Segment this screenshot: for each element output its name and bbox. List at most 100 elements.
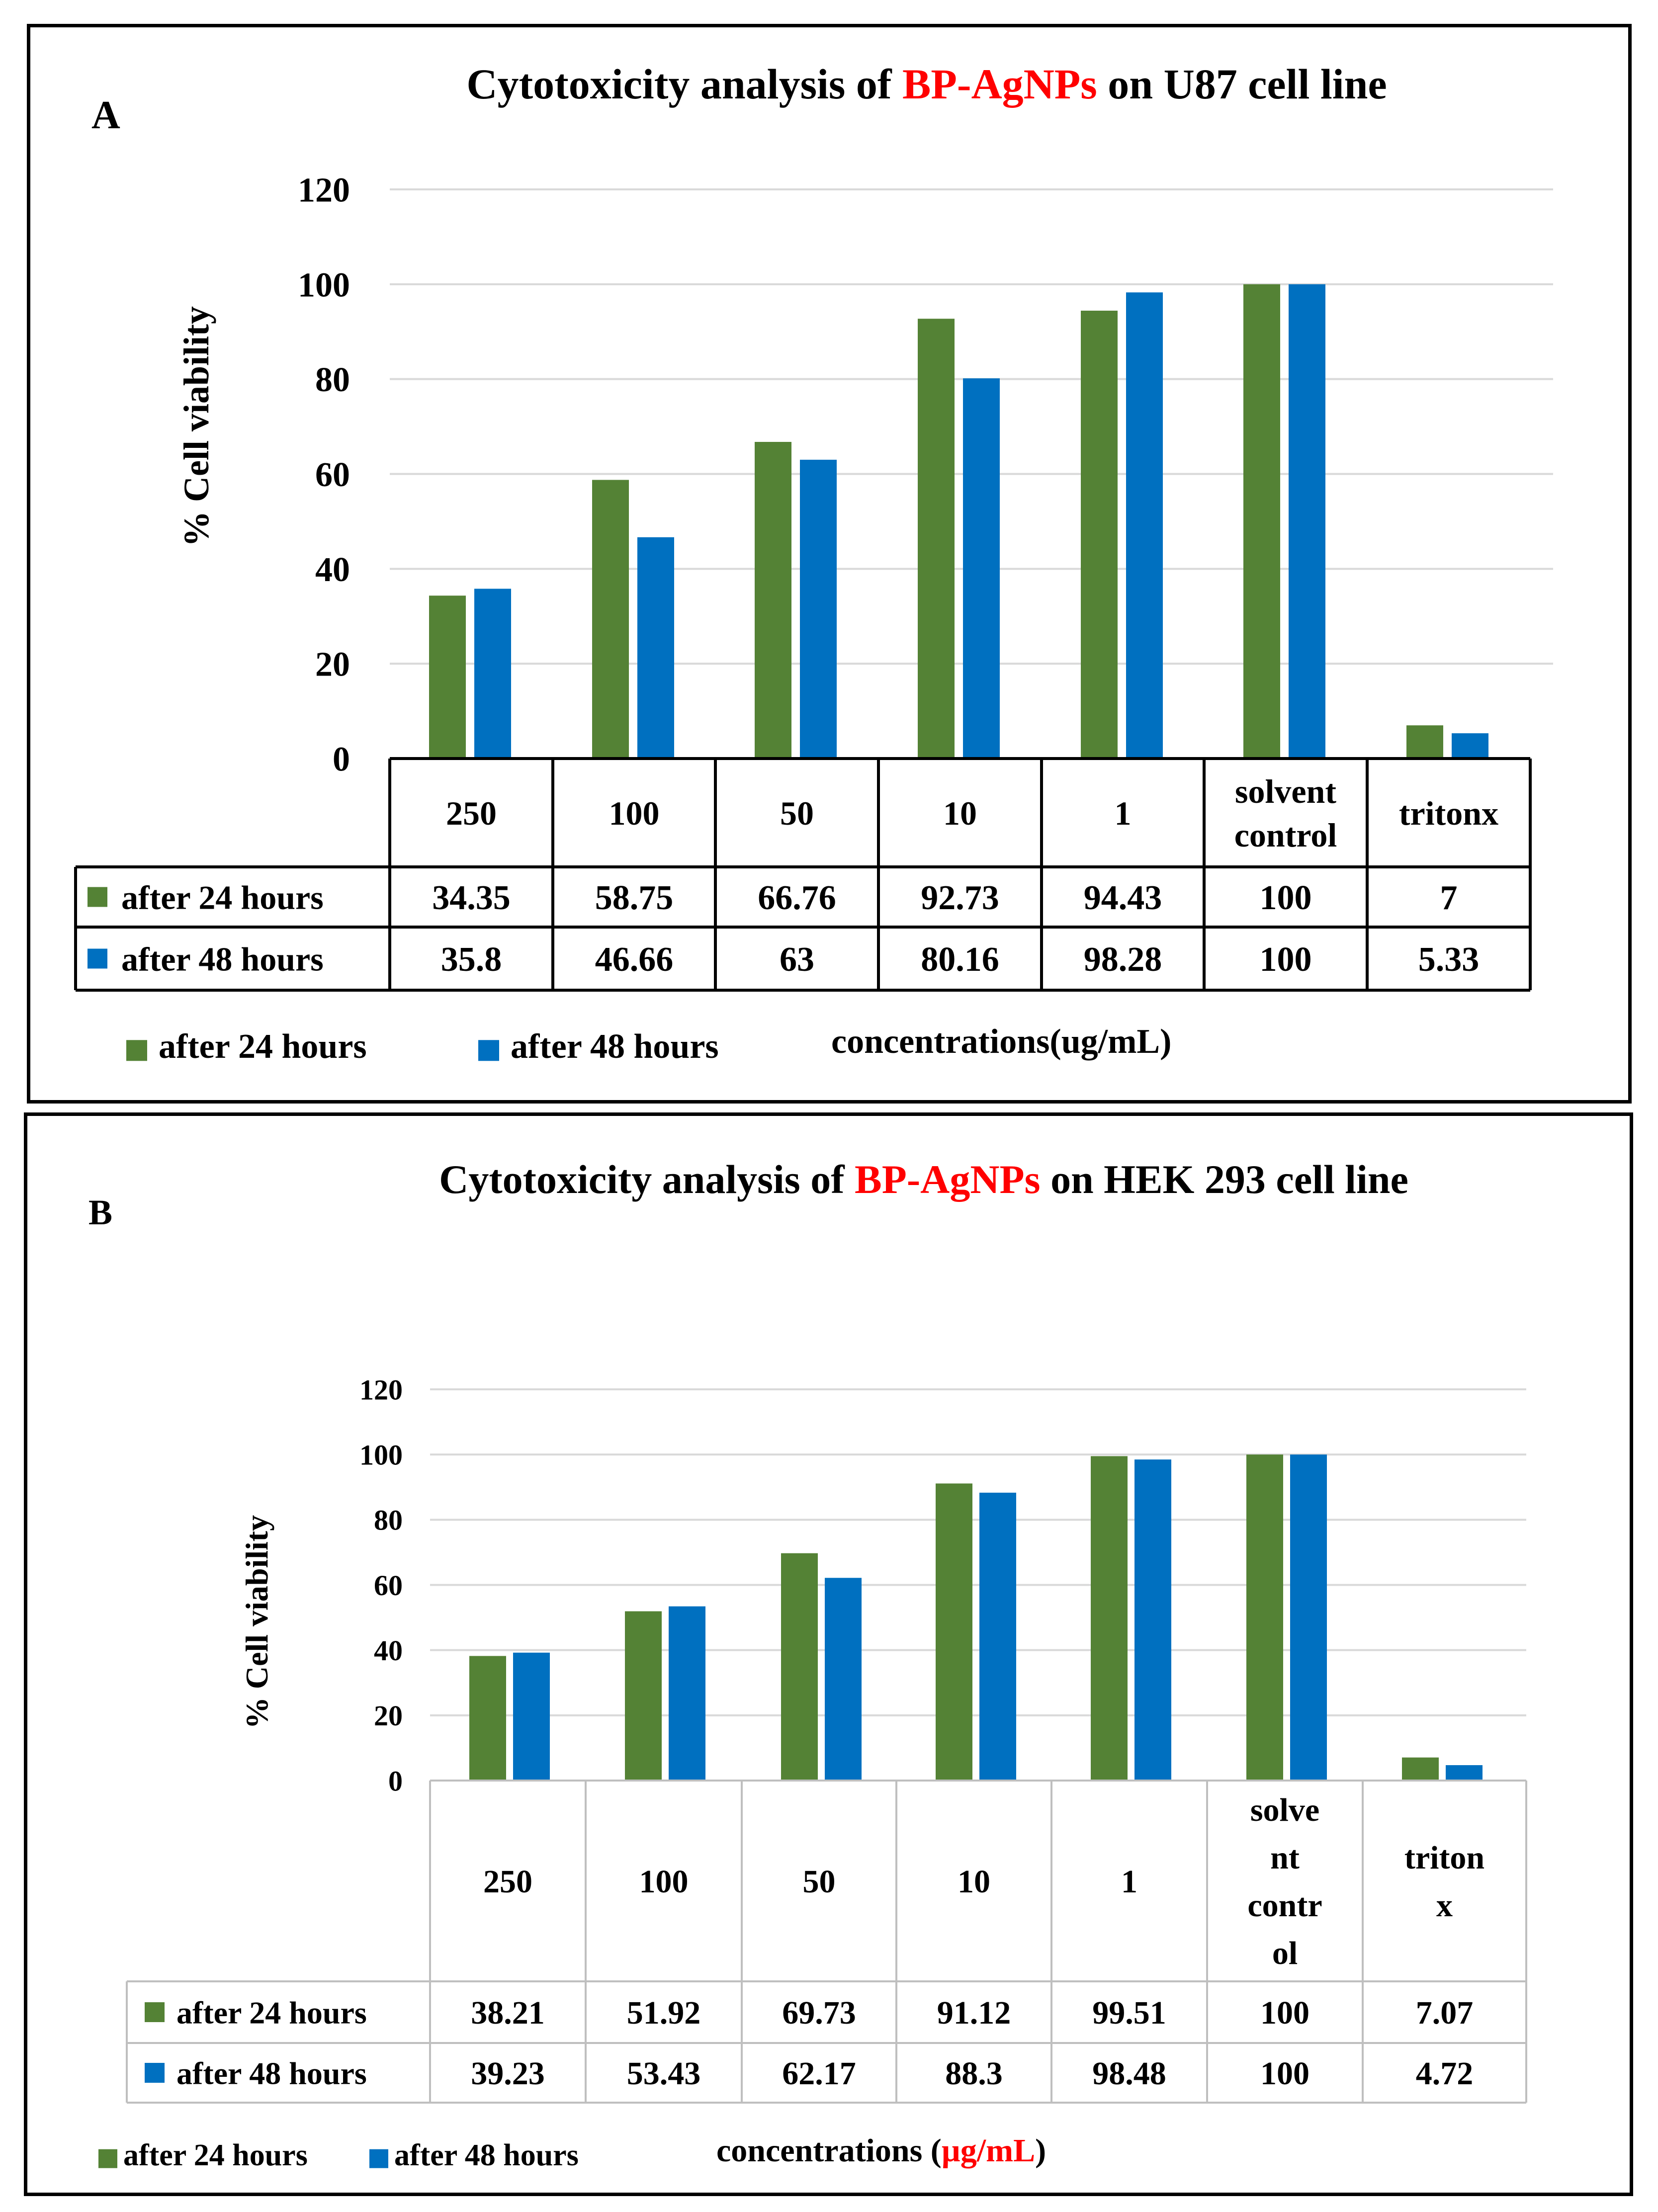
chart-title-part-0: Cytotoxicity analysis of — [466, 60, 902, 108]
chart-title-part-2: on U87 cell line — [1097, 60, 1387, 108]
panel-label: A — [91, 93, 120, 137]
bar-24h — [1246, 1454, 1283, 1781]
bar-48h — [1452, 733, 1488, 759]
y-tick-label: 40 — [374, 1634, 403, 1667]
bar-48h — [979, 1492, 1016, 1781]
x-category-label: triton x — [1404, 1840, 1484, 1924]
y-tick-label: 80 — [374, 1504, 403, 1536]
y-tick-label: 40 — [315, 551, 350, 589]
bar-24h — [1091, 1456, 1128, 1781]
data-label: 5.33 — [1418, 940, 1480, 979]
panel-a: A Cytotoxicity analysis of BP-AgNPs on U8… — [27, 24, 1632, 1104]
x-axis-label: concentrations (µg/mL) — [716, 2132, 1046, 2169]
data-label: 62.17 — [782, 2055, 856, 2092]
x-category-line: 250 — [483, 1864, 532, 1900]
panel-b: B Cytotoxicity analysis of BP-AgNPs on HE… — [24, 1112, 1633, 2196]
bar-48h — [963, 378, 1000, 759]
x-axis-label-part: µg/mL — [942, 2132, 1035, 2169]
bar-24h — [625, 1611, 662, 1781]
data-label: 58.75 — [595, 879, 674, 917]
x-category-line: 1 — [1115, 794, 1132, 832]
y-tick-label: 20 — [315, 646, 350, 684]
x-category-line: 100 — [639, 1864, 689, 1900]
x-category-line: tritonx — [1399, 794, 1498, 832]
chart-title: Cytotoxicity analysis of BP-AgNPs on U87… — [466, 60, 1387, 108]
x-category-line: 10 — [958, 1864, 990, 1900]
table-row-label: after 48 hours — [121, 940, 324, 978]
x-category-line: 10 — [943, 794, 977, 832]
x-axis-label-part: ) — [1035, 2132, 1046, 2169]
bar-24h — [429, 596, 466, 759]
data-label: 100 — [1260, 2055, 1309, 2092]
y-axis-label: % Cell viability — [239, 1515, 274, 1729]
chart-title: Cytotoxicity analysis of BP-AgNPs on HEK… — [439, 1157, 1408, 1202]
y-axis-label: % Cell viability — [176, 306, 216, 547]
data-label: 91.12 — [937, 1995, 1011, 2031]
y-tick-label: 60 — [374, 1569, 403, 1602]
y-tick-label: 20 — [374, 1700, 403, 1732]
x-category-line: 1 — [1121, 1864, 1137, 1900]
legend-label: after 24 hours — [159, 1027, 367, 1066]
data-label: 98.28 — [1084, 940, 1162, 979]
bar-48h — [825, 1578, 862, 1781]
legend-key — [126, 1040, 147, 1061]
chart-title-part-2: on HEK 293 cell line — [1041, 1157, 1408, 1202]
legend-label: after 48 hours — [394, 2138, 579, 2172]
legend-key — [369, 2149, 388, 2168]
data-label: 35.8 — [441, 940, 502, 979]
x-axis-label-part: concentrations(ug/mL) — [831, 1022, 1171, 1061]
x-category-line: 250 — [446, 794, 497, 832]
panel-frame — [27, 24, 1632, 1104]
bar-48h — [1290, 1454, 1327, 1781]
data-label: 100 — [1260, 879, 1312, 917]
panel-frame — [24, 1112, 1633, 2196]
table-row-label: after 24 hours — [176, 1995, 367, 2030]
y-tick-label: 0 — [388, 1765, 403, 1797]
bar-24h — [755, 441, 791, 759]
y-tick-label: 120 — [298, 171, 350, 210]
data-label: 94.43 — [1084, 879, 1162, 917]
data-label: 38.21 — [471, 1995, 545, 2031]
table-row-label: after 24 hours — [121, 878, 324, 916]
x-category-label: 100 — [639, 1864, 689, 1900]
x-category-line: nt — [1270, 1840, 1300, 1876]
x-category-label: solve nt contr ol — [1247, 1792, 1322, 1971]
x-category-line: solvent — [1235, 772, 1336, 810]
bar-48h — [513, 1652, 550, 1781]
bar-24h — [1402, 1757, 1439, 1781]
bar-48h — [800, 459, 837, 759]
x-category-line: solve — [1250, 1792, 1319, 1828]
bar-48h — [1446, 1765, 1483, 1781]
y-tick-label: 100 — [298, 266, 350, 304]
bar-48h — [1289, 284, 1325, 759]
data-label: 100 — [1260, 940, 1312, 979]
bar-24h — [1081, 310, 1118, 759]
panel-label: B — [88, 1192, 112, 1232]
data-label: 7.07 — [1416, 1995, 1474, 2031]
y-tick-label: 60 — [315, 456, 350, 494]
bar-48h — [1134, 1459, 1171, 1781]
x-category-label: 10 — [958, 1864, 990, 1900]
data-label: 98.48 — [1092, 2055, 1166, 2092]
legend-label: after 24 hours — [123, 2138, 308, 2172]
y-tick-label: 0 — [333, 741, 350, 779]
x-category-label: 50 — [780, 794, 814, 832]
bar-24h — [918, 319, 955, 759]
bar-48h — [669, 1606, 705, 1781]
x-category-label: 50 — [803, 1864, 836, 1900]
data-label: 46.66 — [595, 940, 674, 979]
table-legend-key — [87, 948, 107, 969]
data-label: 88.3 — [945, 2055, 1003, 2092]
x-category-label: 250 — [483, 1864, 532, 1900]
bar-24h — [1243, 284, 1280, 759]
data-label: 7 — [1440, 879, 1458, 917]
table-legend-key — [145, 2002, 165, 2022]
chart-title-part-1: BP-AgNPs — [855, 1157, 1041, 1202]
table-legend-key — [87, 887, 107, 907]
data-label: 92.73 — [921, 879, 999, 917]
bar-24h — [936, 1483, 972, 1781]
x-category-line: triton — [1404, 1840, 1484, 1876]
chart-a: A Cytotoxicity analysis of BP-AgNPs on U8… — [27, 24, 1632, 1104]
data-label: 53.43 — [627, 2055, 701, 2092]
data-label: 100 — [1260, 1995, 1309, 2031]
